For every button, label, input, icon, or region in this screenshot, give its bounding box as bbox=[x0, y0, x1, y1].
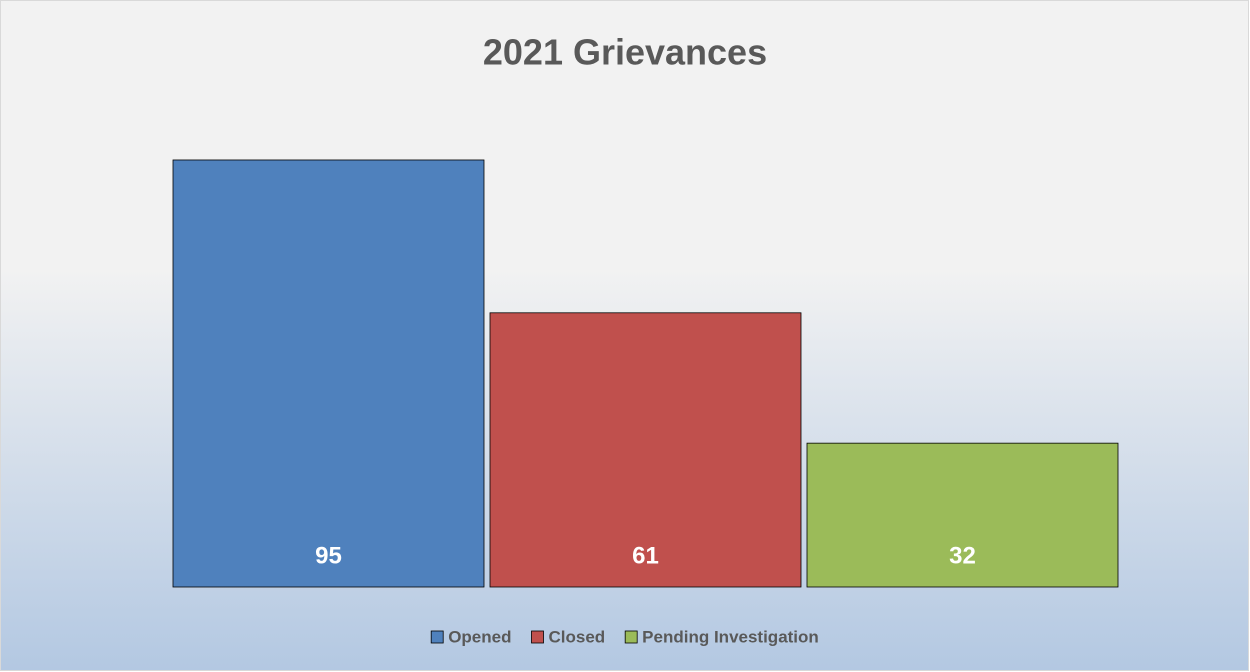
legend: Opened Closed Pending Investigation bbox=[430, 627, 819, 646]
legend-swatch bbox=[624, 630, 638, 644]
legend-label: Opened bbox=[448, 627, 511, 646]
data-label: 95 bbox=[315, 542, 342, 569]
bar bbox=[806, 442, 1119, 588]
legend-swatch bbox=[430, 630, 444, 644]
chart-title: 2021 Grievances bbox=[483, 32, 767, 73]
legend-label: Pending Investigation bbox=[642, 627, 819, 646]
data-label: 32 bbox=[949, 542, 976, 569]
legend-swatch bbox=[531, 630, 544, 644]
legend-label: Closed bbox=[548, 627, 605, 646]
bar bbox=[489, 312, 802, 588]
bar bbox=[172, 159, 485, 588]
data-label: 61 bbox=[632, 542, 659, 569]
